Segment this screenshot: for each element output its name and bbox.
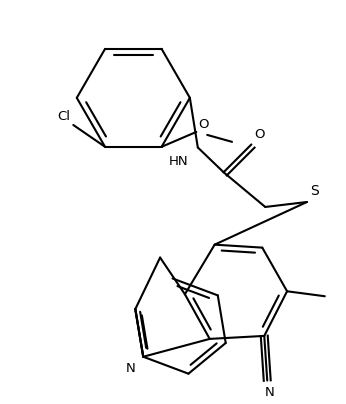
Text: Cl: Cl xyxy=(57,110,70,123)
Text: O: O xyxy=(254,128,265,141)
Text: S: S xyxy=(309,185,318,199)
Text: O: O xyxy=(198,118,209,131)
Text: N: N xyxy=(126,362,135,375)
Text: N: N xyxy=(264,385,274,398)
Text: HN: HN xyxy=(168,156,188,168)
Text: S: S xyxy=(310,184,319,198)
